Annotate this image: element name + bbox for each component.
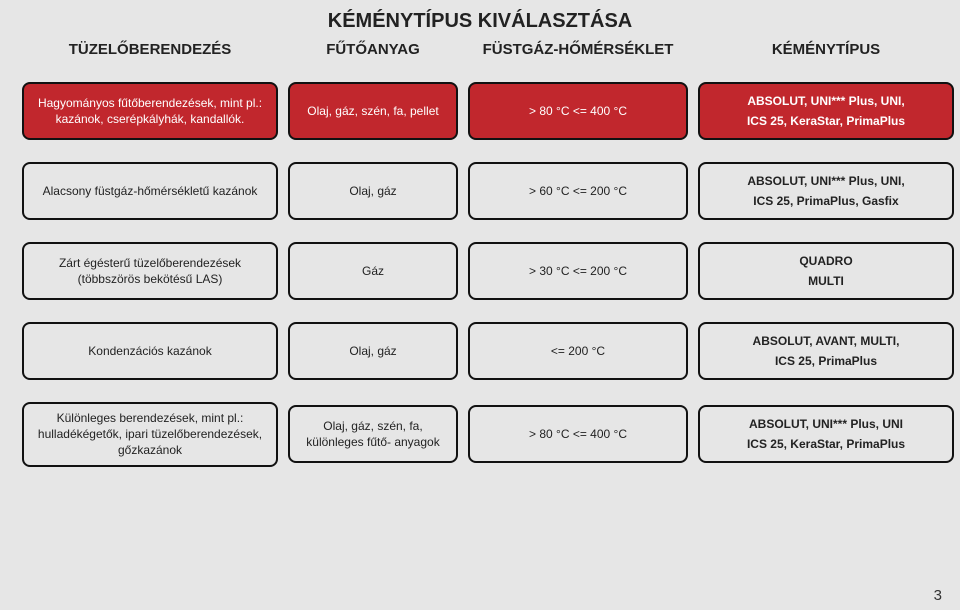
- row3-chimney-l1: ABSOLUT, AVANT, MULTI,: [753, 333, 900, 353]
- colhead-fluegas: FÜSTGÁZ-HŐMÉRSÉKLET: [468, 41, 688, 60]
- row1-chimney-l1: ABSOLUT, UNI*** Plus, UNI,: [747, 173, 904, 193]
- row4-chimney: ABSOLUT, UNI*** Plus, UNI ICS 25, KeraSt…: [698, 405, 954, 463]
- row0-equipment: Hagyományos fűtőberendezések, mint pl.: …: [22, 82, 278, 140]
- row0-chimney: ABSOLUT, UNI*** Plus, UNI, ICS 25, KeraS…: [698, 82, 954, 140]
- row2-chimney: QUADRO MULTI: [698, 242, 954, 300]
- colhead-fuel: FŰTŐANYAG: [288, 41, 458, 60]
- row3-fuel: Olaj, gáz: [288, 322, 458, 380]
- row0-chimney-l1: ABSOLUT, UNI*** Plus, UNI,: [747, 93, 905, 113]
- row1-chimney-l2: ICS 25, PrimaPlus, Gasfix: [747, 193, 904, 209]
- row1-fuel-text: Olaj, gáz: [349, 183, 396, 199]
- row1-fluegas-text: > 60 °C <= 200 °C: [529, 183, 627, 199]
- row2-fuel-text: Gáz: [362, 263, 384, 279]
- row0-equipment-text: Hagyományos fűtőberendezések, mint pl.: …: [32, 95, 268, 127]
- row0-fluegas-text: > 80 °C <= 400 °C: [529, 103, 627, 119]
- row4-equipment-text: Különleges berendezések, mint pl.: hulla…: [32, 410, 268, 459]
- row1-fluegas: > 60 °C <= 200 °C: [468, 162, 688, 220]
- page-title: KÉMÉNYTÍPUS KIVÁLASZTÁSA: [0, 0, 960, 41]
- row4-fluegas-text: > 80 °C <= 400 °C: [529, 426, 627, 442]
- row4-chimney-l1: ABSOLUT, UNI*** Plus, UNI: [747, 416, 905, 436]
- row4-fluegas: > 80 °C <= 400 °C: [468, 405, 688, 463]
- row4-fuel: Olaj, gáz, szén, fa, különleges fűtő- an…: [288, 405, 458, 463]
- row0-fluegas: > 80 °C <= 400 °C: [468, 82, 688, 140]
- page-number: 3: [934, 587, 942, 604]
- row2-fluegas-text: > 30 °C <= 200 °C: [529, 263, 627, 279]
- row3-equipment-text: Kondenzációs kazánok: [88, 343, 211, 359]
- row0-fuel-text: Olaj, gáz, szén, fa, pellet: [307, 103, 438, 119]
- row1-chimney: ABSOLUT, UNI*** Plus, UNI, ICS 25, Prima…: [698, 162, 954, 220]
- row2-fluegas: > 30 °C <= 200 °C: [468, 242, 688, 300]
- row4-fuel-text: Olaj, gáz, szén, fa, különleges fűtő- an…: [298, 418, 448, 450]
- row3-fluegas-text: <= 200 °C: [551, 343, 605, 359]
- row1-equipment: Alacsony füstgáz-hőmérsékletű kazánok: [22, 162, 278, 220]
- row3-chimney-l2: ICS 25, PrimaPlus: [753, 353, 900, 369]
- row3-chimney: ABSOLUT, AVANT, MULTI, ICS 25, PrimaPlus: [698, 322, 954, 380]
- row2-chimney-l2: MULTI: [799, 273, 852, 289]
- row0-chimney-l2: ICS 25, KeraStar, PrimaPlus: [747, 113, 905, 129]
- colhead-chimney: KÉMÉNYTÍPUS: [698, 41, 954, 60]
- row2-equipment: Zárt égésterű tüzelőberendezések (többsz…: [22, 242, 278, 300]
- row4-chimney-l2: ICS 25, KeraStar, PrimaPlus: [747, 436, 905, 452]
- row0-fuel: Olaj, gáz, szén, fa, pellet: [288, 82, 458, 140]
- colhead-equipment: TÜZELŐBERENDEZÉS: [22, 41, 278, 60]
- row3-equipment: Kondenzációs kazánok: [22, 322, 278, 380]
- row1-equipment-text: Alacsony füstgáz-hőmérsékletű kazánok: [43, 183, 258, 199]
- row2-chimney-l1: QUADRO: [799, 253, 852, 273]
- row4-equipment: Különleges berendezések, mint pl.: hulla…: [22, 402, 278, 467]
- row2-equipment-text: Zárt égésterű tüzelőberendezések (többsz…: [32, 255, 268, 287]
- selection-grid: TÜZELŐBERENDEZÉS FŰTŐANYAG FÜSTGÁZ-HŐMÉR…: [0, 41, 960, 467]
- row3-fuel-text: Olaj, gáz: [349, 343, 396, 359]
- row1-fuel: Olaj, gáz: [288, 162, 458, 220]
- row3-fluegas: <= 200 °C: [468, 322, 688, 380]
- row2-fuel: Gáz: [288, 242, 458, 300]
